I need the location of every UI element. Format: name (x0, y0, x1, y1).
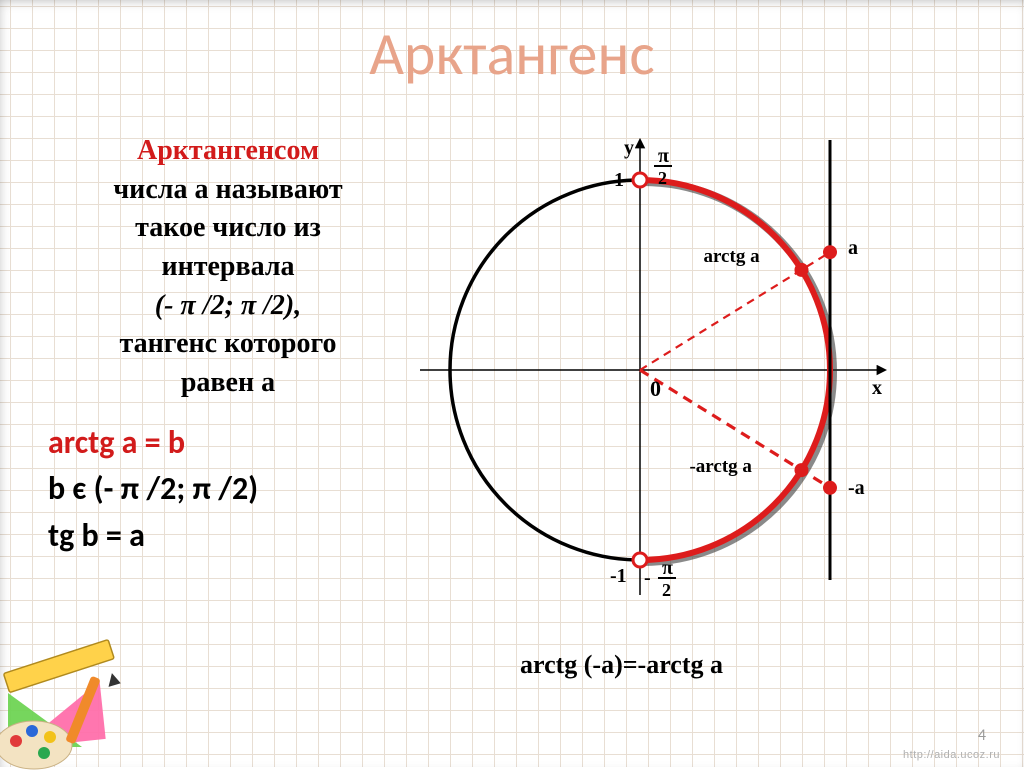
def-l5: равен а (181, 367, 275, 398)
page-number: 4 (978, 726, 986, 745)
svg-text:у: у (624, 137, 634, 159)
svg-text:0: 0 (650, 376, 661, 401)
svg-text:1: 1 (614, 169, 624, 191)
unit-circle-diagram: уx1-10π2-π2a-aarctg a-arctg a (420, 110, 980, 670)
svg-text:x: x (872, 377, 882, 399)
formula-3: tg b = a (48, 513, 408, 559)
formula-2: b є (- π /2; π /2) (48, 466, 408, 512)
odd-property-equation: arctg (-a)=-arctg a (520, 650, 723, 680)
stationery-icon (0, 635, 156, 775)
def-l3: интервала (161, 251, 294, 282)
def-interval: (- π /2; π /2), (155, 290, 301, 321)
def-l1: числа а называют (113, 174, 342, 205)
svg-text:-arctg a: -arctg a (689, 456, 752, 477)
svg-text:-a: -a (848, 477, 865, 499)
def-l4: тангенс которого (120, 328, 337, 359)
definition-word: Арктангенсом (137, 135, 319, 166)
formula-1: arctg a = b (48, 420, 408, 466)
page-title: Арктангенс (0, 18, 1024, 91)
svg-text:2: 2 (662, 580, 671, 600)
formulas-block: arctg a = b b є (- π /2; π /2) tg b = a (48, 420, 408, 559)
svg-text:π: π (662, 557, 673, 579)
def-l2: такое число из (135, 212, 321, 243)
definition-block: Арктангенсом числа а называют такое числ… (48, 132, 408, 402)
svg-text:-: - (644, 567, 651, 589)
svg-text:-1: -1 (610, 565, 627, 587)
svg-text:a: a (848, 237, 858, 259)
watermark: http://aida.ucoz.ru (903, 749, 1000, 761)
svg-text:π: π (658, 145, 669, 167)
svg-text:2: 2 (658, 168, 667, 188)
svg-text:arctg a: arctg a (703, 246, 760, 267)
